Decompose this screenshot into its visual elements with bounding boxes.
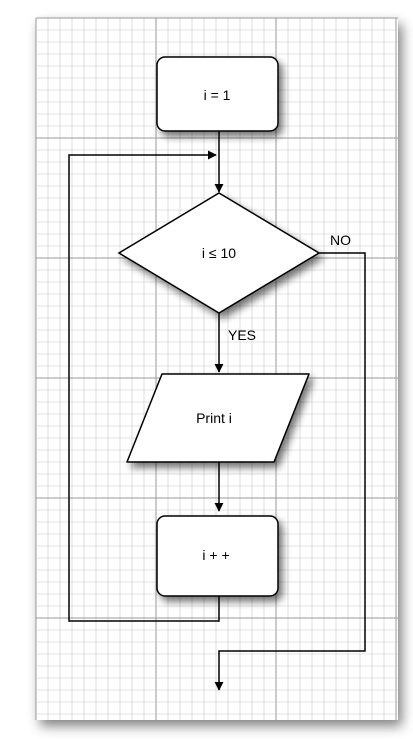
print-parallelogram <box>126 373 310 463</box>
increment-box <box>156 515 279 597</box>
nodes <box>117 56 321 597</box>
condition-diamond <box>117 192 321 314</box>
edge-condition-no <box>214 252 366 691</box>
yes-label: YES <box>228 327 256 343</box>
print-label: Print i <box>196 410 232 426</box>
edge-loop-back <box>68 150 220 622</box>
grid-lines <box>35 17 398 720</box>
condition-label: i ≤ 10 <box>202 245 236 261</box>
init-box <box>156 56 279 132</box>
increment-label: i + + <box>202 547 229 563</box>
edges <box>68 131 366 691</box>
init-label: i = 1 <box>204 87 231 103</box>
graph-paper <box>35 17 398 720</box>
no-label: NO <box>330 232 351 248</box>
